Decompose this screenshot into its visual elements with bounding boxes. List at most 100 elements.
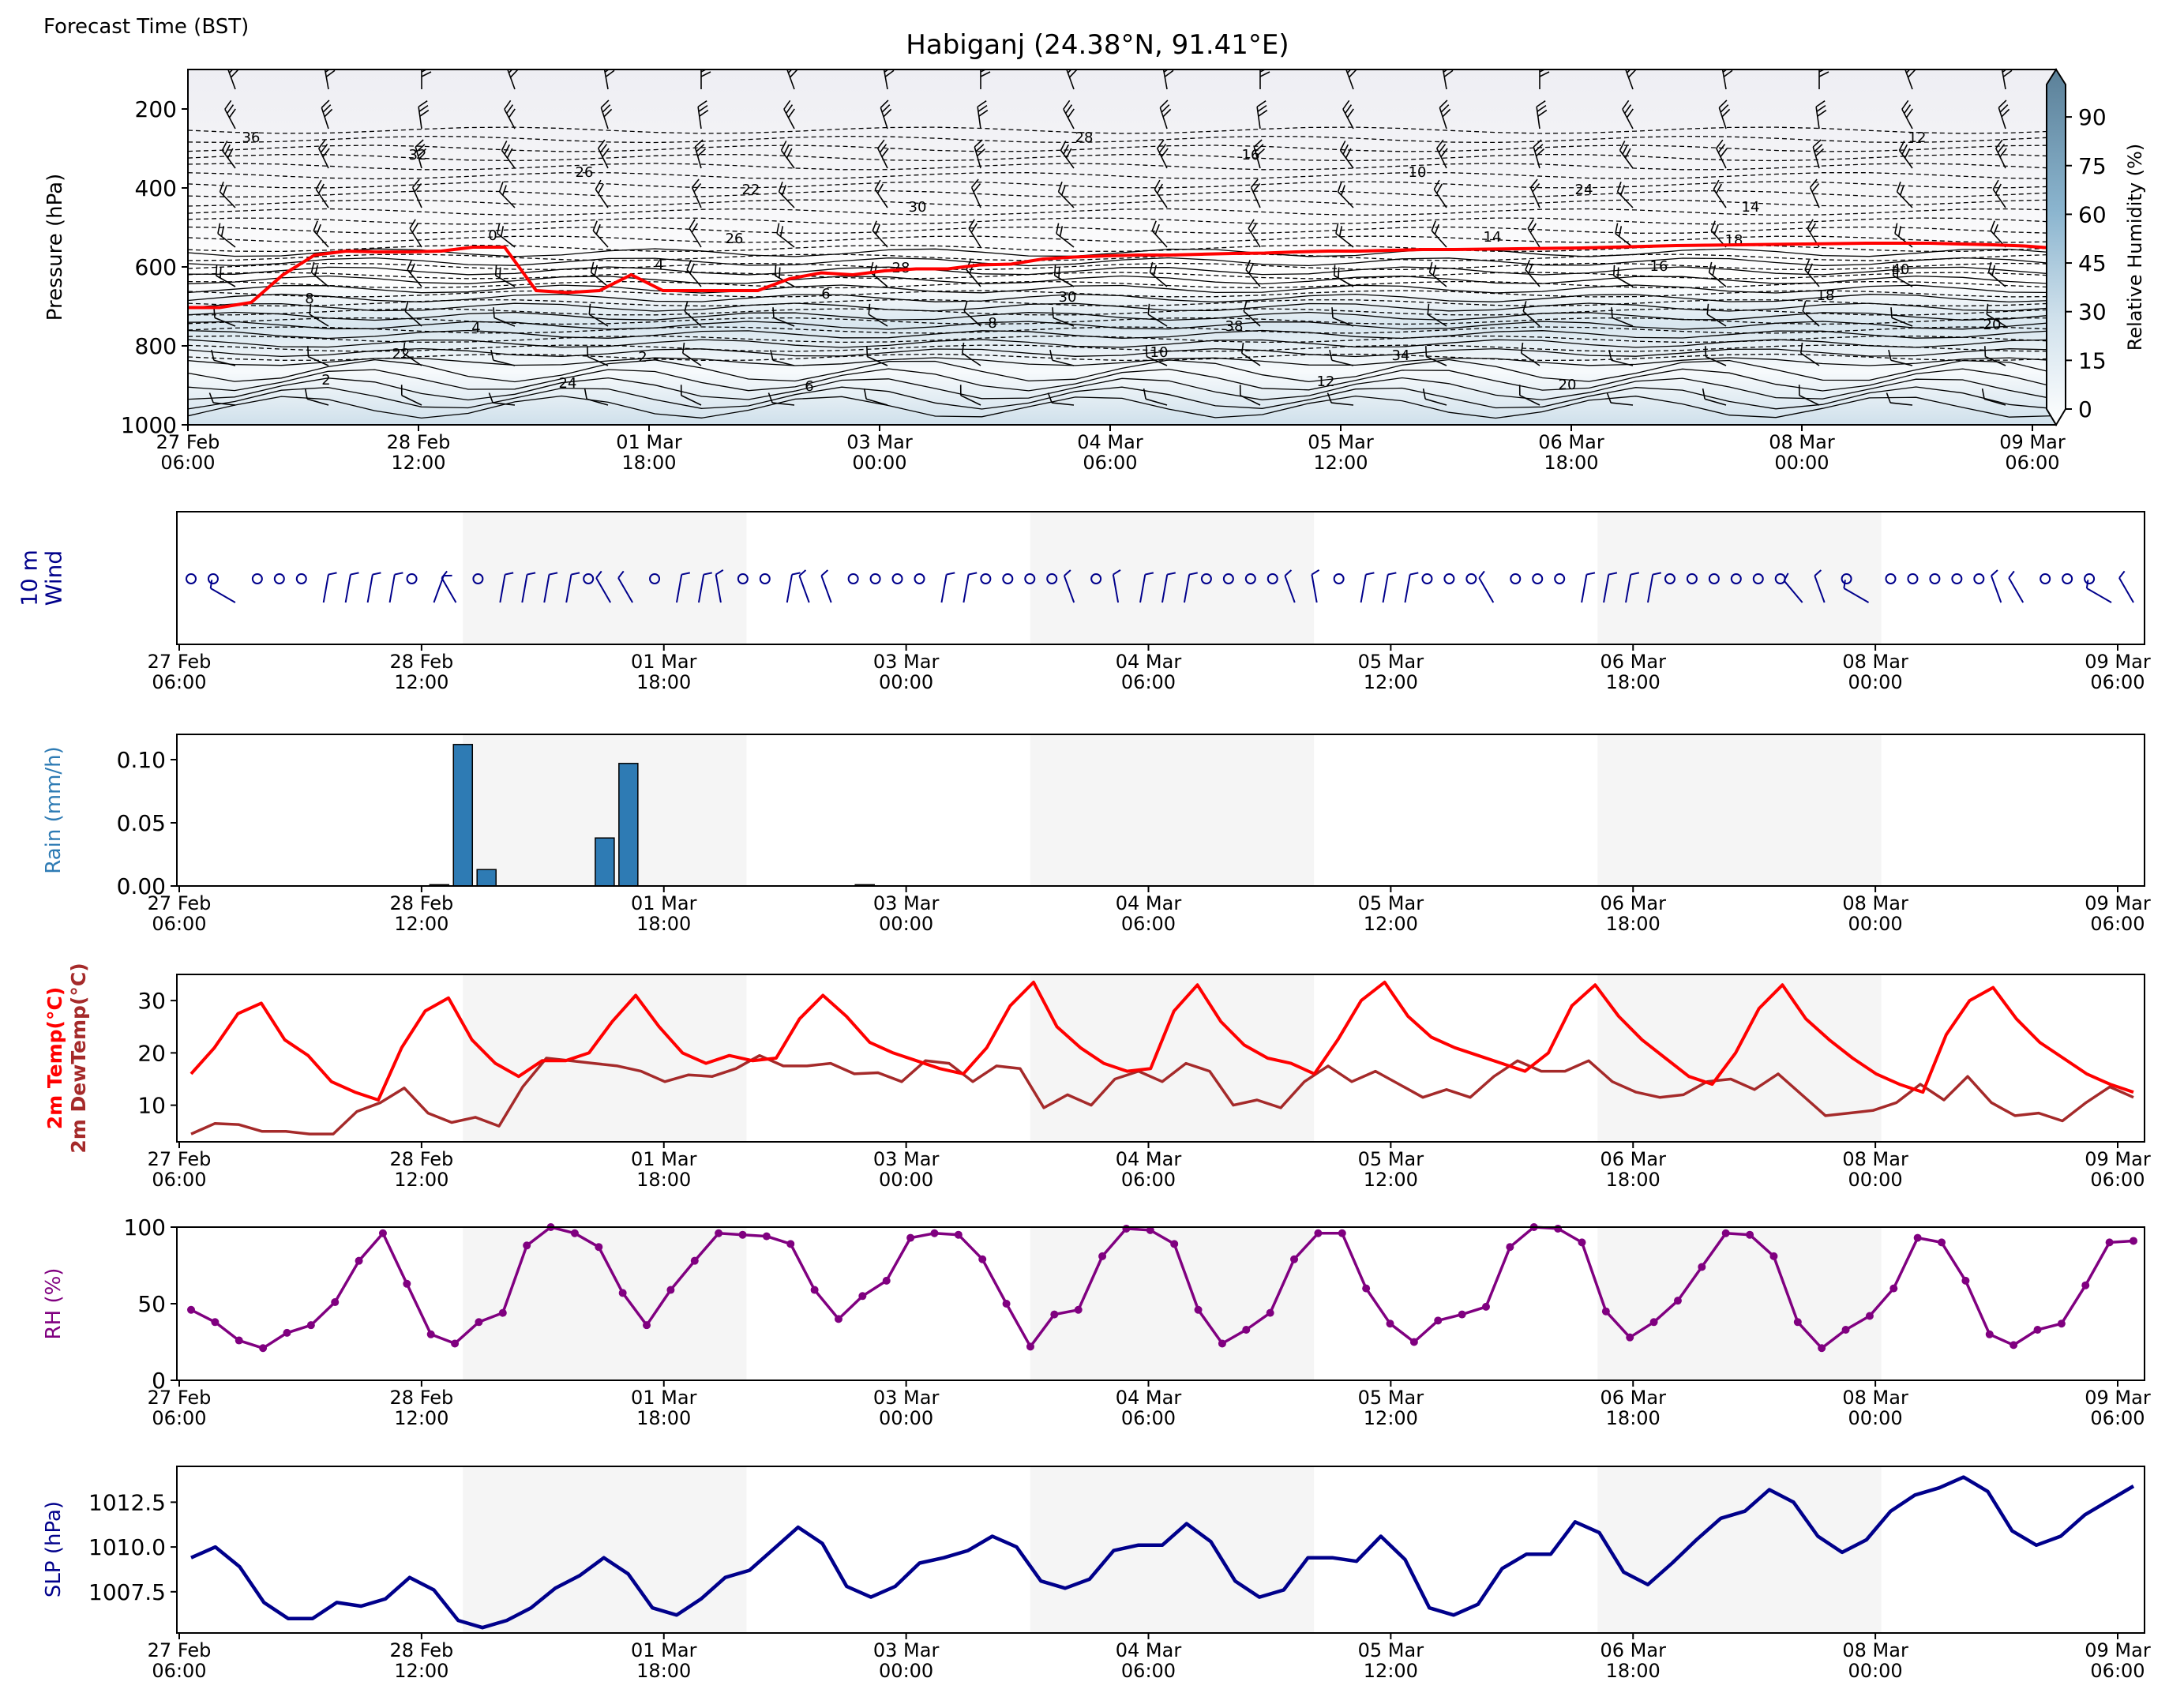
wind-barb: [1162, 69, 1174, 90]
isotherm-solid: [188, 347, 2056, 358]
wind-barb: [1708, 261, 1727, 287]
x-tick-label-time: 06:00: [2090, 1407, 2145, 1429]
x-tick-label-date: 27 Feb: [148, 1387, 212, 1409]
wind-barb: [1843, 580, 1870, 603]
x-tick-label-time: 12:00: [394, 1169, 448, 1191]
barb-flag: [1154, 179, 1161, 190]
barb-staff: [963, 574, 970, 603]
wind-barb: [1525, 259, 1540, 287]
calm-circle: [472, 573, 484, 584]
barb-staff: [407, 269, 422, 287]
barb-flag: [767, 392, 773, 404]
barb-staff: [868, 313, 888, 327]
barb-flag: [1608, 572, 1618, 576]
barb-flag: [1886, 392, 1891, 404]
barb-flag: [595, 223, 601, 235]
barb-flag: [791, 572, 801, 576]
colorbar-tick-label: 90: [2078, 104, 2107, 130]
barb-flag: [1346, 69, 1356, 73]
barb-flag: [1537, 109, 1548, 117]
wind-barb: [415, 139, 427, 169]
barb-flag: [226, 61, 236, 69]
wind-barb: [1624, 69, 1637, 90]
barb-flag: [215, 265, 218, 276]
x-tick-label-time: 06:00: [160, 452, 215, 474]
rain-bar: [452, 744, 474, 887]
barb-staff: [595, 189, 609, 208]
barb-flag: [1618, 226, 1623, 237]
barb-flag: [1606, 392, 1612, 404]
calm-circle: [1443, 573, 1455, 584]
barb-flag: [1904, 148, 1911, 159]
x-tick-label-time: 06:00: [2090, 671, 2145, 693]
data-point: [306, 1321, 315, 1330]
barb-flag: [402, 342, 406, 354]
barb-flag: [1161, 104, 1170, 113]
calm-circle: [1532, 573, 1544, 584]
barb-flag: [681, 572, 690, 576]
barb-staff: [1065, 69, 1075, 90]
barb-flag: [785, 61, 795, 69]
barb-flag: [1995, 183, 2002, 194]
barb-flag: [1157, 183, 1163, 194]
barb-flag: [404, 301, 409, 312]
wind-barb: [1702, 388, 1727, 406]
y-tick-label: 0.05: [117, 810, 166, 836]
barb-flag: [1818, 69, 1826, 73]
wind-barb: [221, 141, 236, 169]
barb-flag: [1615, 223, 1619, 234]
wind-barb: [1898, 141, 1913, 169]
barb-staff: [411, 187, 422, 208]
barb-staff: [521, 574, 528, 603]
barb-staff: [773, 317, 795, 327]
wind-barb: [1804, 259, 1820, 287]
barb-staff: [1611, 359, 1634, 366]
barb-staff: [493, 359, 516, 366]
barb-flag: [1814, 569, 1822, 576]
barb-flag: [1427, 303, 1430, 315]
y-tick-label: 1007.5: [88, 1579, 166, 1605]
barb-flag: [1250, 223, 1258, 233]
wind-barb: [961, 342, 981, 366]
y-tick-label: 1012.5: [88, 1489, 166, 1515]
barb-flag: [1052, 307, 1054, 318]
wind-barb: [820, 569, 832, 603]
wind-barb: [1981, 388, 2006, 406]
barb-flag: [324, 108, 333, 118]
contour-label: 18: [1817, 287, 1835, 304]
barb-flag: [880, 99, 889, 108]
wind-barb: [1404, 572, 1419, 603]
barb-flag: [506, 148, 513, 159]
wind-barb: [1047, 392, 1075, 406]
calm-circle: [1222, 573, 1234, 584]
wind-barb: [1053, 265, 1075, 287]
barb-flag: [691, 223, 699, 233]
wind-barb: [776, 223, 795, 248]
wind-barb: [313, 220, 329, 248]
wind-barb: [498, 181, 516, 208]
x-tick-label-time: 06:00: [2090, 1660, 2145, 1682]
isotherm-solid: [188, 395, 2056, 419]
contour-label: 36: [242, 130, 261, 146]
barb-flag: [416, 144, 426, 152]
barb-flag: [1329, 349, 1333, 361]
data-point: [762, 1232, 771, 1241]
barb-flag: [209, 580, 213, 589]
wind-barb: [1433, 179, 1447, 208]
barb-staff: [219, 191, 236, 208]
calm-circle: [1002, 573, 1014, 584]
barb-flag: [325, 69, 336, 77]
data-point: [595, 1243, 603, 1252]
data-point: [355, 1256, 363, 1265]
wind-barb: [1442, 69, 1454, 90]
barb-flag: [1157, 139, 1165, 149]
barb-flag: [1804, 259, 1811, 270]
barb-flag: [1901, 99, 1909, 110]
barb-flag: [1248, 219, 1255, 229]
x-tick-label-time: 06:00: [152, 913, 206, 935]
barb-flag: [884, 69, 895, 77]
barb-staff: [1154, 189, 1168, 208]
barb-staff: [962, 352, 981, 366]
isotherm-dashed: [188, 253, 2056, 261]
data-point: [1122, 1224, 1131, 1233]
